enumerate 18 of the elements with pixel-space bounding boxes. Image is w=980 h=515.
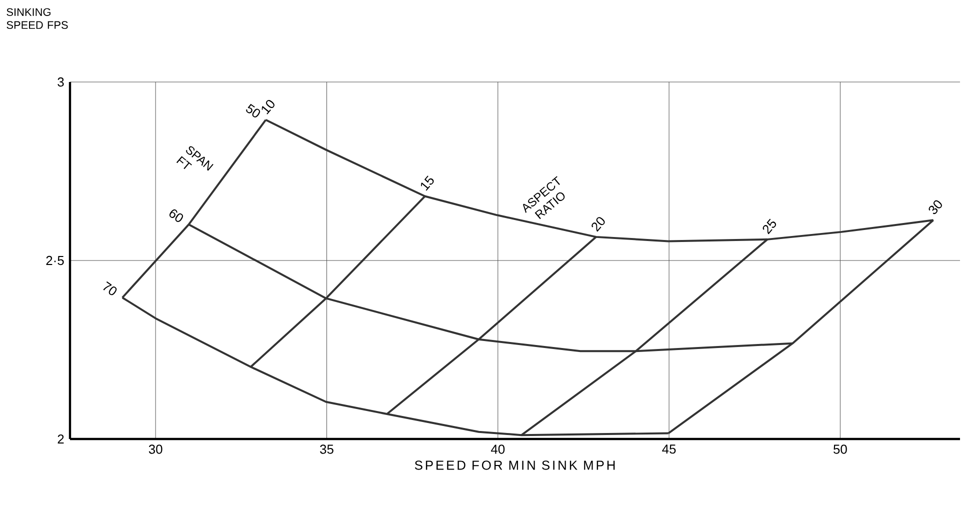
y-tick-label: 2·5 <box>46 256 64 266</box>
x-tick-label: 45 <box>662 444 676 454</box>
x-tick-label: 30 <box>148 444 162 454</box>
y-tick-label: 3 <box>58 77 64 87</box>
x-tick-label: 40 <box>490 444 505 454</box>
y-tick-label: 2 <box>58 434 64 444</box>
x-tick-label: 50 <box>834 444 847 454</box>
text: 25 <box>762 218 776 234</box>
text: 30 <box>928 200 942 214</box>
text: 70 <box>103 281 117 296</box>
text: 60 <box>169 209 184 222</box>
x-axis-title: SPEED FOR MIN SINK MPH <box>414 460 615 470</box>
text: 15 <box>420 176 434 191</box>
x-tick-label: 35 <box>320 444 334 454</box>
y-axis-title: SINKING SPEED FPS <box>6 8 68 29</box>
text: 20 <box>592 217 605 232</box>
text: 50 <box>246 104 260 118</box>
text: 10 <box>262 100 274 114</box>
